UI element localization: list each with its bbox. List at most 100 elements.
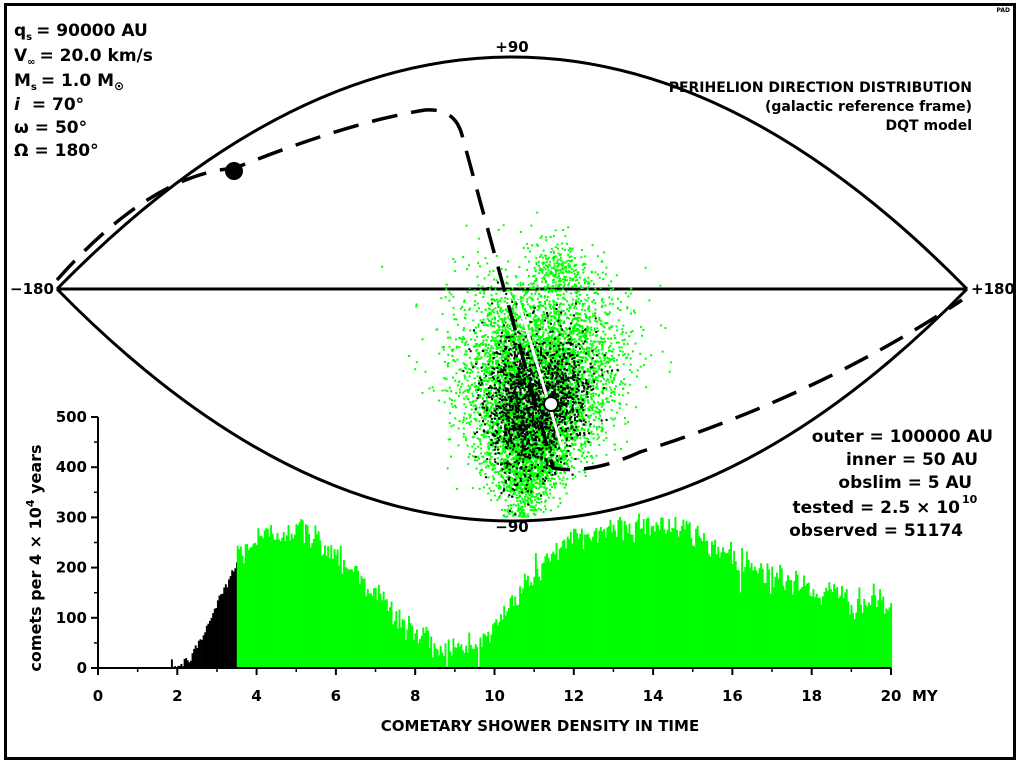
scatter-point-green xyxy=(488,427,491,430)
scatter-point-green xyxy=(496,362,499,365)
scatter-point-green xyxy=(539,465,542,468)
scatter-point-green xyxy=(570,338,573,341)
scatter-point-green xyxy=(486,302,489,305)
scatter-point-green xyxy=(543,396,546,398)
scatter-point-green xyxy=(528,328,531,331)
scatter-point-green xyxy=(595,359,598,362)
scatter-point-green xyxy=(541,326,544,329)
scatter-point-green xyxy=(582,356,585,359)
scatter-point-green xyxy=(589,343,592,346)
scatter-point-green xyxy=(517,357,519,360)
scatter-point-green xyxy=(534,335,537,337)
scatter-point-green xyxy=(499,309,501,312)
scatter-point-green xyxy=(498,325,501,328)
scatter-point-green xyxy=(522,246,525,249)
scatter-point-green xyxy=(588,310,591,313)
scatter-point-green xyxy=(507,316,509,319)
scatter-point-green xyxy=(461,340,464,343)
scatter-point-green xyxy=(506,355,509,358)
scatter-point-green xyxy=(586,325,589,328)
scatter-point-green xyxy=(477,357,479,360)
scatter-point-green xyxy=(609,395,612,397)
scatter-point-green xyxy=(609,375,612,378)
scatter-point-green xyxy=(606,322,609,325)
scatter-point-green xyxy=(465,364,468,367)
scatter-point-green xyxy=(513,344,516,347)
scatter-point-green xyxy=(594,287,597,290)
scatter-point-green xyxy=(580,361,583,364)
scatter-point-green xyxy=(599,414,602,417)
scatter-point-green xyxy=(508,289,511,292)
scatter-point-green xyxy=(557,293,560,296)
scatter-point-green xyxy=(497,304,500,307)
scatter-point-green xyxy=(573,389,576,392)
scatter-point-green xyxy=(508,368,511,371)
scatter-point-green xyxy=(552,331,555,334)
scatter-point-green xyxy=(493,324,495,327)
scatter-point-green xyxy=(574,344,577,346)
scatter-point-green xyxy=(597,411,600,414)
scatter-point-green xyxy=(451,355,454,357)
scatter-point-green xyxy=(540,500,543,503)
scatter-point-green xyxy=(603,337,606,340)
scatter-point-green xyxy=(603,251,606,254)
scatter-point-green xyxy=(540,322,543,325)
scatter-point-green xyxy=(534,428,537,431)
scatter-point-green xyxy=(483,376,486,379)
scatter-point-green xyxy=(526,371,529,374)
scatter-point-green xyxy=(564,389,567,392)
scatter-point-green xyxy=(603,359,606,362)
scatter-point-green xyxy=(494,379,497,382)
scatter-point-green xyxy=(532,356,535,359)
scatter-point-green xyxy=(576,320,579,323)
scatter-point-green xyxy=(486,453,489,456)
scatter-point-green xyxy=(541,271,544,274)
scatter-point-green xyxy=(476,375,479,378)
scatter-point-green xyxy=(608,346,610,349)
scatter-point-green xyxy=(505,351,508,354)
scatter-point-green xyxy=(501,309,504,312)
scatter-point-green xyxy=(479,403,482,406)
scatter-point-green xyxy=(598,426,601,429)
scatter-point-green xyxy=(562,332,565,335)
scatter-point-green xyxy=(483,363,486,365)
scatter-point-green xyxy=(573,269,576,272)
scatter-point-green xyxy=(522,462,525,465)
scatter-point-green xyxy=(485,343,487,346)
scatter-point-green xyxy=(544,300,546,303)
scatter-point-green xyxy=(616,411,619,414)
scatter-point-green xyxy=(522,339,525,342)
scatter-point-green xyxy=(574,398,577,401)
scatter-point-green xyxy=(513,368,516,371)
scatter-point-green xyxy=(514,275,517,278)
scatter-point-green xyxy=(523,501,526,504)
scatter-point-green xyxy=(527,247,530,250)
scatter-point-green xyxy=(498,299,501,302)
scatter-point-green xyxy=(544,364,547,367)
scatter-point-green xyxy=(541,344,543,347)
scatter-point-green xyxy=(488,408,491,411)
scatter-point-green xyxy=(591,365,594,368)
scatter-point-green xyxy=(447,336,450,339)
scatter-point-green xyxy=(601,304,604,307)
scatter-point-green xyxy=(503,386,506,389)
scatter-point-green xyxy=(483,368,486,371)
scatter-point-green xyxy=(596,327,599,330)
scatter-point-green xyxy=(598,412,601,415)
scatter-point-green xyxy=(476,343,479,346)
scatter-point-green xyxy=(531,486,534,489)
scatter-point-green xyxy=(486,317,489,320)
scatter-point-green xyxy=(468,368,471,370)
scatter-point-green xyxy=(483,292,486,295)
scatter-point-green xyxy=(503,344,506,347)
scatter-point-green xyxy=(569,365,571,368)
scatter-point-green xyxy=(558,384,561,387)
scatter-point-green xyxy=(489,354,492,357)
scatter-point-green xyxy=(464,317,467,320)
scatter-point-green xyxy=(501,401,504,404)
scatter-point-green xyxy=(477,307,480,310)
scatter-point-green xyxy=(583,428,586,431)
scatter-point-green xyxy=(553,484,556,487)
scatter-point-green xyxy=(597,293,600,295)
scatter-point-green xyxy=(604,311,607,314)
